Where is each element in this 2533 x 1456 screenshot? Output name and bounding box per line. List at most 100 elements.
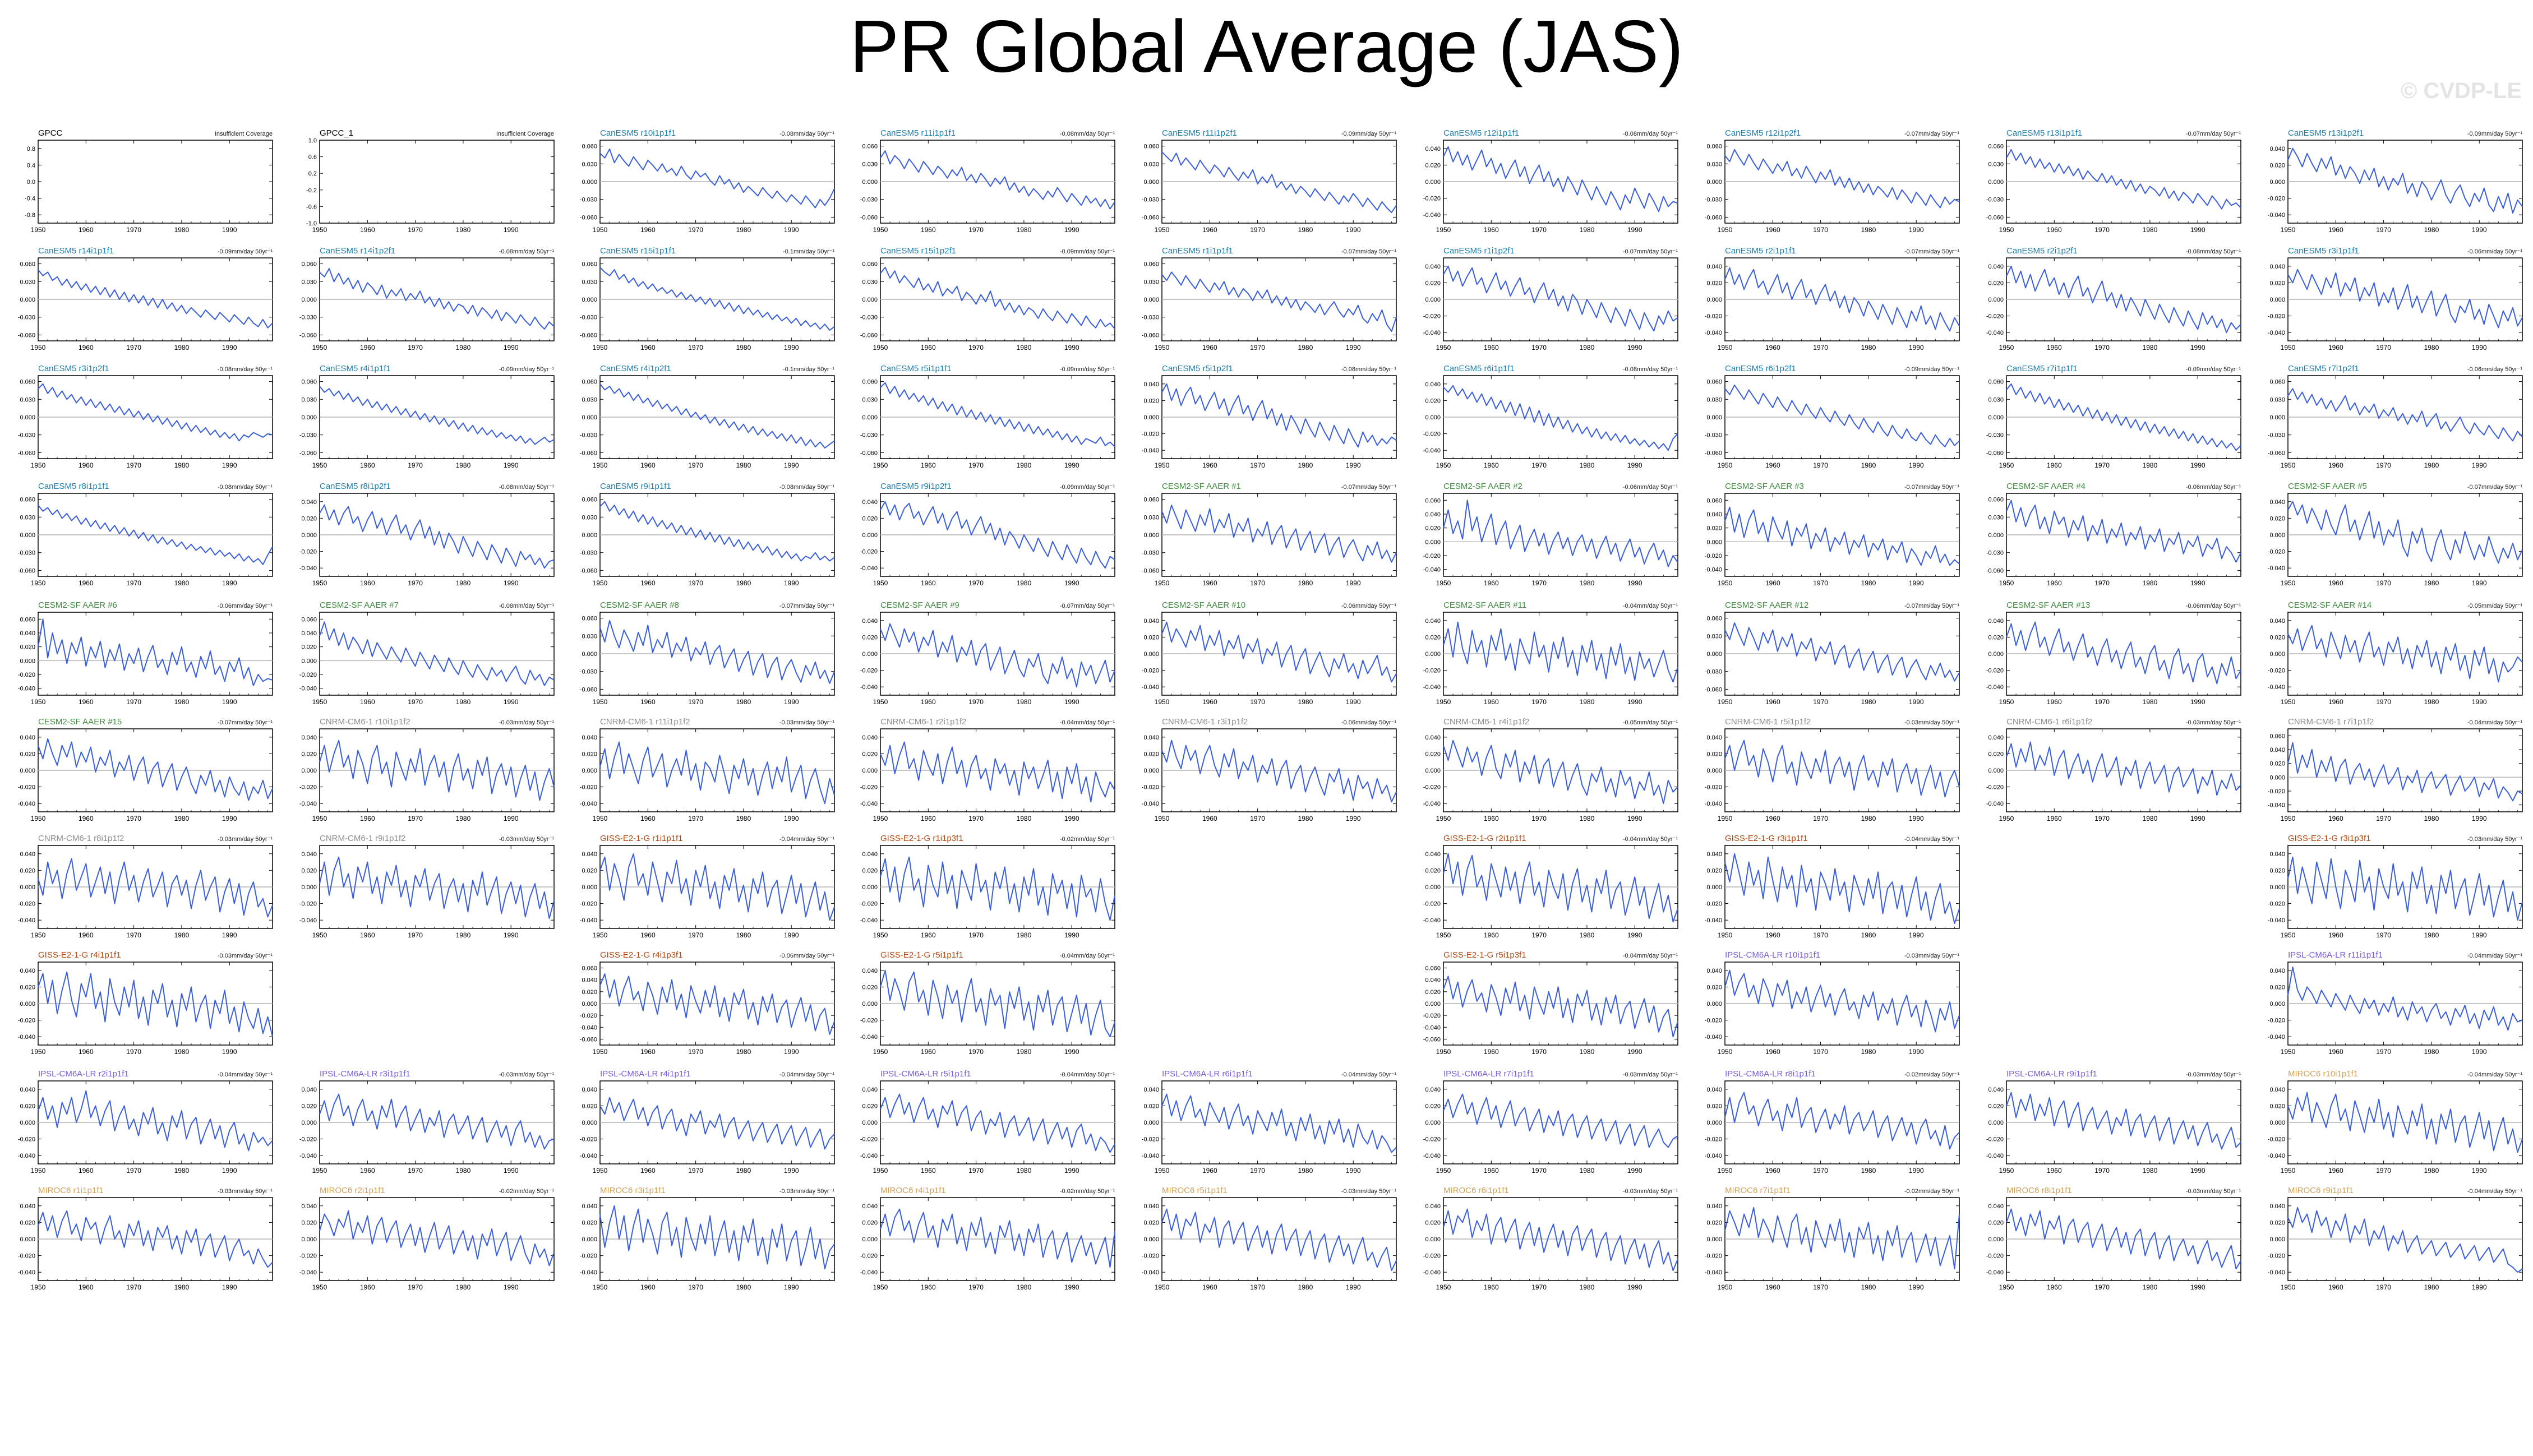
- x-tick-label: 1950: [2281, 1167, 2296, 1175]
- panel-title: GISS-E2-1-G r4i1p1f1: [38, 950, 121, 960]
- x-tick-label: 1990: [1909, 226, 1924, 234]
- x-tick-label: 1970: [688, 1167, 703, 1175]
- panel-title: IPSL-CM6A-LR r11i1p1f1: [2288, 950, 2383, 960]
- y-tick-label: 0.060: [862, 261, 878, 268]
- x-tick-label: 1990: [1346, 579, 1361, 587]
- x-tick-label: 1960: [640, 931, 656, 939]
- panel-title: CanESM5 r6i1p2f1: [1725, 364, 1796, 373]
- y-tick-label: -0.060: [1705, 686, 1722, 693]
- x-tick-label: 1970: [1531, 1048, 1547, 1056]
- line-panel: GISS-E2-1-G r1i1p1f1 -0.04mm/day 50yr⁻¹ 0.…: [580, 834, 835, 939]
- trend-label: -0.04mm/day 50yr⁻¹: [2467, 1188, 2522, 1195]
- y-tick-label: 0.020: [2269, 515, 2285, 522]
- y-tick-label: 0.040: [2269, 146, 2285, 152]
- x-tick-label: 1990: [1346, 1283, 1361, 1291]
- x-tick-label: 1990: [504, 344, 519, 352]
- y-tick-label: 0.000: [862, 414, 878, 421]
- trend-label: -0.04mm/day 50yr⁻¹: [1623, 953, 1678, 959]
- y-tick-label: 0.000: [2269, 532, 2285, 539]
- y-tick-label: 0.020: [1425, 634, 1441, 641]
- y-tick-label: 0.000: [301, 658, 317, 664]
- y-tick-label: -0.020: [2268, 549, 2285, 556]
- y-tick-label: -0.020: [18, 1253, 35, 1260]
- x-tick-label: 1990: [1909, 1283, 1924, 1291]
- trend-label: -0.08mm/day 50yr⁻¹: [499, 248, 554, 255]
- y-tick-label: 0.020: [862, 515, 878, 522]
- y-tick-label: 0.060: [20, 379, 35, 386]
- x-tick-label: 1980: [1017, 698, 1032, 706]
- plot-frame: [38, 140, 273, 224]
- x-tick-label: 1970: [2376, 1283, 2391, 1291]
- y-tick-label: -0.040: [1423, 212, 1441, 219]
- y-tick-label: -0.030: [860, 197, 878, 204]
- x-tick-label: 1960: [640, 1048, 656, 1056]
- series-line: [319, 1093, 555, 1150]
- x-tick-label: 1960: [2328, 579, 2343, 587]
- x-tick-label: 1980: [736, 226, 751, 234]
- x-tick-label: 1960: [79, 226, 94, 234]
- y-tick-label: 0.060: [862, 379, 878, 386]
- series-line: [880, 501, 1115, 569]
- y-tick-label: 0.000: [20, 1120, 35, 1126]
- trend-label: -0.02mm/day 50yr⁻¹: [1060, 836, 1115, 843]
- panel-title: CanESM5 r6i1p1f1: [1443, 364, 1515, 373]
- series-line: [2287, 269, 2523, 329]
- y-tick-label: -0.040: [1986, 801, 2004, 807]
- series-line: [1443, 621, 1678, 683]
- y-tick-label: -0.020: [1423, 668, 1441, 674]
- plot-frame: [38, 612, 273, 696]
- x-tick-label: 1980: [736, 461, 751, 469]
- series-line: [1161, 271, 1397, 332]
- series-line: [1443, 976, 1678, 1038]
- y-tick-label: 0.020: [1425, 867, 1441, 874]
- trend-label: -0.07mm/day 50yr⁻¹: [2186, 131, 2241, 137]
- x-tick-label: 1990: [1346, 226, 1361, 234]
- panel-title: GISS-E2-1-G r5i1p3f1: [1443, 950, 1526, 960]
- y-tick-label: 0.030: [1988, 396, 2004, 403]
- y-tick-label: -0.020: [2268, 1136, 2285, 1143]
- y-tick-label: 0.060: [20, 616, 35, 623]
- line-panel: CESM2-SF AAER #12 -0.07mm/day 50yr⁻¹ 0.060…: [1705, 600, 1960, 706]
- line-panel: CESM2-SF AAER #3 -0.07mm/day 50yr⁻¹ 0.060 0…: [1705, 482, 1960, 587]
- y-tick-label: 0.020: [862, 751, 878, 757]
- panel-title: CESM2-SF AAER #6: [38, 600, 117, 610]
- y-tick-label: -0.060: [580, 1036, 597, 1043]
- x-tick-label: 1980: [2143, 1283, 2158, 1291]
- x-tick-label: 1980: [2143, 698, 2158, 706]
- y-tick-label: -0.030: [1705, 669, 1722, 676]
- y-tick-label: -0.060: [299, 332, 317, 339]
- series-line: [1161, 383, 1397, 448]
- x-tick-label: 1980: [456, 344, 471, 352]
- x-tick-label: 1990: [2472, 226, 2487, 234]
- x-tick-label: 1960: [1484, 1048, 1499, 1056]
- y-tick-label: 0.000: [1143, 1236, 1159, 1243]
- y-tick-label: -0.020: [1142, 431, 1159, 438]
- y-tick-label: 0.060: [1988, 379, 2004, 386]
- y-tick-label: 0.020: [1143, 397, 1159, 404]
- y-tick-label: -0.040: [1986, 1153, 2004, 1159]
- x-tick-label: 1980: [736, 1048, 751, 1056]
- panel-title: CESM2-SF AAER #3: [1725, 482, 1804, 491]
- y-tick-label: -0.020: [1423, 1136, 1441, 1143]
- y-tick-label: -0.8: [25, 212, 35, 219]
- x-tick-label: 1990: [1064, 1048, 1079, 1056]
- trend-label: -0.07mm/day 50yr⁻¹: [1060, 603, 1115, 609]
- x-tick-label: 1960: [1202, 226, 1217, 234]
- y-tick-label: -0.060: [580, 450, 597, 456]
- x-tick-label: 1960: [1202, 1283, 1217, 1291]
- x-tick-label: 1960: [79, 1048, 94, 1056]
- x-tick-label: 1960: [2047, 579, 2062, 587]
- panel-title: CESM2-SF AAER #4: [2006, 482, 2086, 491]
- y-tick-label: 0.000: [1425, 539, 1441, 546]
- x-tick-label: 1980: [2424, 226, 2439, 234]
- x-tick-label: 1960: [921, 698, 936, 706]
- series-line: [2006, 741, 2241, 796]
- x-tick-label: 1960: [921, 931, 936, 939]
- series-line: [2006, 383, 2241, 451]
- line-panel: CESM2-SF AAER #5 -0.07mm/day 50yr⁻¹ 0.040 0…: [2268, 482, 2523, 587]
- y-tick-label: 0.000: [20, 658, 35, 664]
- series-line: [1724, 384, 1960, 447]
- y-tick-label: 0.040: [1425, 734, 1441, 741]
- line-panel: CanESM5 r8i1p1f1 -0.08mm/day 50yr⁻¹ 0.060 0…: [18, 482, 273, 587]
- panel-title: CESM2-SF AAER #12: [1725, 600, 1808, 610]
